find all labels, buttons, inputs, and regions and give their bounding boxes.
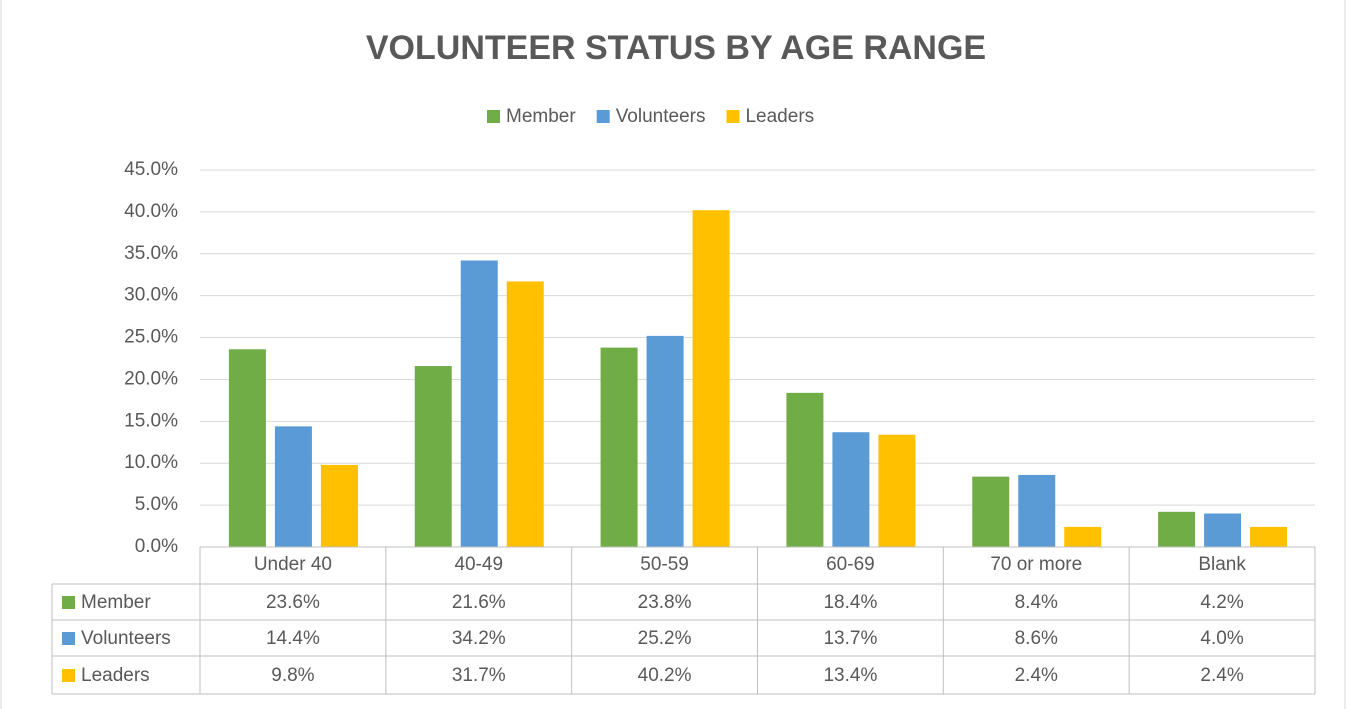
bar (832, 432, 870, 547)
bar (228, 349, 266, 547)
y-tick-label: 35.0% (124, 243, 178, 264)
legend-label: Member (506, 106, 576, 127)
bar (414, 366, 452, 547)
y-tick-label: 20.0% (124, 368, 178, 389)
table-cell: 4.2% (1200, 592, 1243, 613)
bar (1064, 526, 1102, 547)
table-cell: 34.2% (452, 628, 506, 649)
table-row-label: Leaders (81, 665, 150, 686)
bar (320, 464, 358, 547)
y-tick-label: 45.0% (124, 159, 178, 180)
legend-label: Leaders (745, 106, 814, 127)
bar (972, 476, 1010, 547)
table-cell: 40.2% (638, 665, 692, 686)
table-cell: 8.4% (1015, 592, 1058, 613)
y-tick-label: 25.0% (124, 327, 178, 348)
x-tick-label: 70 or more (990, 554, 1082, 575)
x-tick-label: 60-69 (826, 554, 875, 575)
bar (692, 210, 730, 548)
legend-label: Volunteers (616, 106, 706, 127)
table-row-label: Volunteers (81, 628, 171, 649)
table-cell: 31.7% (452, 665, 506, 686)
bar (786, 392, 824, 547)
table-cell: 14.4% (266, 628, 320, 649)
legend-swatch (487, 110, 500, 123)
bar (274, 426, 312, 547)
table-row-label: Member (81, 592, 151, 613)
legend-swatch (726, 110, 740, 123)
legend-swatch (596, 110, 610, 123)
table-cell: 9.8% (271, 665, 314, 686)
x-tick-label: Under 40 (254, 554, 332, 575)
table-cell: 2.4% (1200, 665, 1243, 686)
table-cell: 4.0% (1200, 628, 1243, 649)
table-cell: 23.6% (266, 592, 320, 613)
bar (878, 434, 916, 547)
x-tick-label: 40-49 (454, 554, 503, 575)
x-tick-label: Blank (1198, 554, 1246, 575)
table-cell: 21.6% (452, 592, 506, 613)
bar (1204, 513, 1242, 547)
y-tick-label: 0.0% (135, 536, 178, 557)
chart-title: VOLUNTEER STATUS BY AGE RANGE (366, 29, 986, 67)
bar (506, 281, 544, 547)
bar (600, 347, 638, 547)
bar (1158, 511, 1196, 547)
y-tick-label: 15.0% (124, 410, 178, 431)
table-cell: 25.2% (638, 628, 692, 649)
table-legend-swatch (62, 669, 75, 682)
table-cell: 8.6% (1015, 628, 1058, 649)
y-tick-label: 30.0% (124, 285, 178, 306)
y-tick-label: 5.0% (135, 494, 178, 515)
table-cell: 18.4% (823, 592, 877, 613)
table-cell: 2.4% (1015, 665, 1058, 686)
x-tick-label: 50-59 (640, 554, 689, 575)
bar (460, 260, 498, 547)
bar (1018, 474, 1056, 547)
table-legend-swatch (62, 596, 75, 609)
table-cell: 23.8% (638, 592, 692, 613)
y-tick-label: 10.0% (124, 452, 178, 473)
bar (646, 335, 684, 547)
bar (1250, 526, 1288, 547)
table-legend-swatch (62, 632, 75, 645)
y-tick-label: 40.0% (124, 201, 178, 222)
table-cell: 13.7% (823, 628, 877, 649)
table-cell: 13.4% (823, 665, 877, 686)
